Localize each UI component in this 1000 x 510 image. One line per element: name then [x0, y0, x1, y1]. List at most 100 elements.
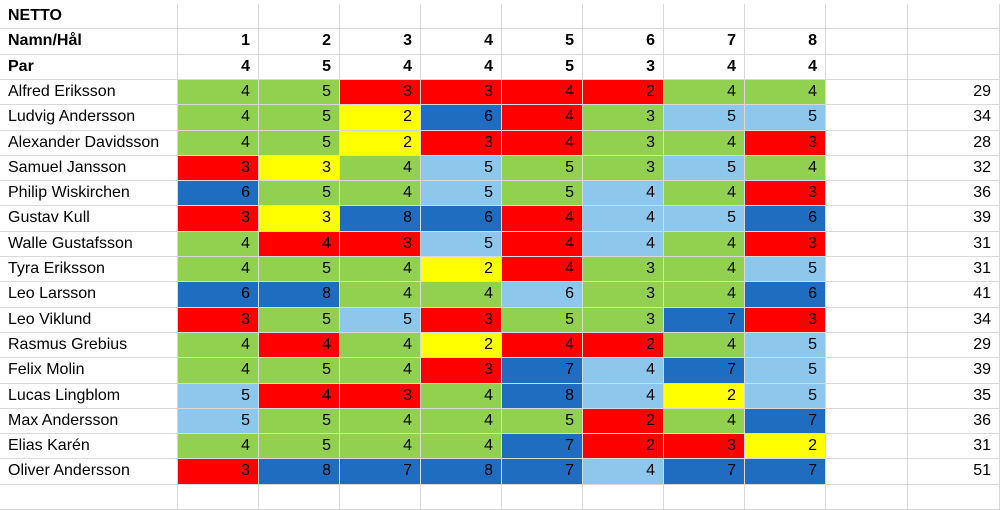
total-cell[interactable]: 36 [908, 409, 1000, 434]
score-cell[interactable]: 5 [502, 409, 583, 434]
score-cell[interactable]: 6 [178, 181, 259, 206]
score-cell[interactable]: 4 [340, 156, 421, 181]
score-cell[interactable]: 4 [583, 206, 664, 232]
score-cell[interactable]: 6 [421, 206, 502, 232]
empty-cell[interactable] [826, 257, 908, 282]
score-cell[interactable]: 5 [421, 156, 502, 181]
score-cell[interactable]: 5 [259, 308, 340, 333]
score-cell[interactable]: 5 [259, 131, 340, 156]
score-cell[interactable]: 2 [583, 409, 664, 434]
total-cell[interactable]: 34 [908, 105, 1000, 131]
empty-cell[interactable] [826, 232, 908, 257]
score-cell[interactable]: 7 [664, 358, 745, 384]
par-hole-8[interactable]: 4 [745, 55, 826, 80]
par-hole-2[interactable]: 5 [259, 55, 340, 80]
header-label[interactable]: Namn/Hål [0, 29, 178, 55]
total-cell[interactable]: 51 [908, 459, 1000, 485]
score-cell[interactable]: 6 [421, 105, 502, 131]
empty-cell[interactable] [826, 434, 908, 459]
score-cell[interactable]: 4 [583, 181, 664, 206]
score-cell[interactable]: 4 [502, 80, 583, 105]
score-cell[interactable]: 3 [340, 80, 421, 105]
empty-cell[interactable] [908, 55, 1000, 80]
empty-cell[interactable] [178, 4, 259, 29]
score-cell[interactable]: 4 [583, 384, 664, 409]
empty-cell[interactable] [502, 4, 583, 29]
score-cell[interactable]: 4 [745, 156, 826, 181]
total-cell[interactable]: 31 [908, 232, 1000, 257]
score-cell[interactable]: 4 [664, 282, 745, 308]
score-cell[interactable]: 5 [502, 181, 583, 206]
empty-cell[interactable] [583, 485, 664, 510]
score-cell[interactable]: 4 [178, 333, 259, 358]
score-cell[interactable]: 4 [340, 434, 421, 459]
score-cell[interactable]: 4 [502, 131, 583, 156]
score-cell[interactable]: 4 [502, 105, 583, 131]
par-hole-1[interactable]: 4 [178, 55, 259, 80]
score-cell[interactable]: 7 [664, 459, 745, 485]
score-cell[interactable]: 3 [421, 308, 502, 333]
player-name[interactable]: Lucas Lingblom [0, 384, 178, 409]
total-cell[interactable]: 34 [908, 308, 1000, 333]
score-cell[interactable]: 4 [502, 257, 583, 282]
score-cell[interactable]: 5 [421, 232, 502, 257]
total-cell[interactable]: 39 [908, 206, 1000, 232]
score-cell[interactable]: 7 [745, 409, 826, 434]
score-cell[interactable]: 8 [421, 459, 502, 485]
score-cell[interactable]: 3 [583, 131, 664, 156]
total-cell[interactable]: 32 [908, 156, 1000, 181]
hole-number-3[interactable]: 3 [340, 29, 421, 55]
score-cell[interactable]: 6 [178, 282, 259, 308]
score-cell[interactable]: 4 [664, 131, 745, 156]
score-cell[interactable]: 5 [664, 156, 745, 181]
score-cell[interactable]: 5 [664, 105, 745, 131]
par-hole-6[interactable]: 3 [583, 55, 664, 80]
empty-cell[interactable] [421, 4, 502, 29]
total-cell[interactable]: 28 [908, 131, 1000, 156]
par-hole-3[interactable]: 4 [340, 55, 421, 80]
score-cell[interactable]: 5 [745, 384, 826, 409]
score-cell[interactable]: 3 [340, 384, 421, 409]
score-cell[interactable]: 4 [340, 181, 421, 206]
score-cell[interactable]: 3 [259, 156, 340, 181]
empty-cell[interactable] [421, 485, 502, 510]
score-cell[interactable]: 5 [421, 181, 502, 206]
score-cell[interactable]: 2 [421, 257, 502, 282]
empty-cell[interactable] [664, 4, 745, 29]
score-cell[interactable]: 4 [664, 257, 745, 282]
player-name[interactable]: Felix Molin [0, 358, 178, 384]
empty-cell[interactable] [908, 485, 1000, 510]
score-cell[interactable]: 4 [178, 131, 259, 156]
score-cell[interactable]: 8 [502, 384, 583, 409]
score-cell[interactable]: 4 [340, 409, 421, 434]
player-name[interactable]: Samuel Jansson [0, 156, 178, 181]
score-cell[interactable]: 4 [259, 333, 340, 358]
player-name[interactable]: Gustav Kull [0, 206, 178, 232]
score-cell[interactable]: 5 [259, 358, 340, 384]
player-name[interactable]: Ludvig Andersson [0, 105, 178, 131]
empty-cell[interactable] [340, 485, 421, 510]
score-cell[interactable]: 3 [583, 308, 664, 333]
score-cell[interactable]: 4 [340, 282, 421, 308]
score-cell[interactable]: 4 [664, 181, 745, 206]
score-cell[interactable]: 4 [583, 232, 664, 257]
player-name[interactable]: Elias Karén [0, 434, 178, 459]
score-cell[interactable]: 6 [745, 282, 826, 308]
score-cell[interactable]: 4 [178, 232, 259, 257]
hole-number-6[interactable]: 6 [583, 29, 664, 55]
par-label[interactable]: Par [0, 55, 178, 80]
score-cell[interactable]: 4 [421, 434, 502, 459]
score-cell[interactable]: 7 [340, 459, 421, 485]
empty-cell[interactable] [826, 358, 908, 384]
score-cell[interactable]: 3 [583, 282, 664, 308]
empty-cell[interactable] [826, 55, 908, 80]
score-cell[interactable]: 4 [259, 384, 340, 409]
empty-cell[interactable] [826, 131, 908, 156]
empty-cell[interactable] [826, 409, 908, 434]
empty-cell[interactable] [826, 282, 908, 308]
score-cell[interactable]: 4 [421, 384, 502, 409]
score-cell[interactable]: 4 [178, 80, 259, 105]
score-cell[interactable]: 4 [421, 282, 502, 308]
empty-cell[interactable] [826, 156, 908, 181]
score-cell[interactable]: 8 [259, 459, 340, 485]
